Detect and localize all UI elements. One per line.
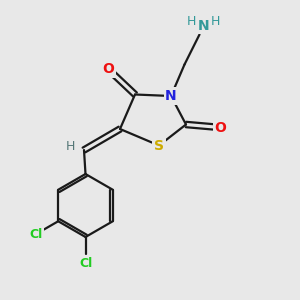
Text: H: H	[186, 15, 196, 28]
Text: S: S	[154, 139, 164, 152]
Text: Cl: Cl	[29, 228, 42, 241]
Text: Cl: Cl	[79, 256, 92, 270]
Text: N: N	[197, 19, 209, 32]
Text: O: O	[214, 121, 226, 134]
Text: O: O	[102, 62, 114, 76]
Text: N: N	[165, 89, 177, 103]
Text: H: H	[210, 15, 220, 28]
Text: H: H	[66, 140, 75, 154]
